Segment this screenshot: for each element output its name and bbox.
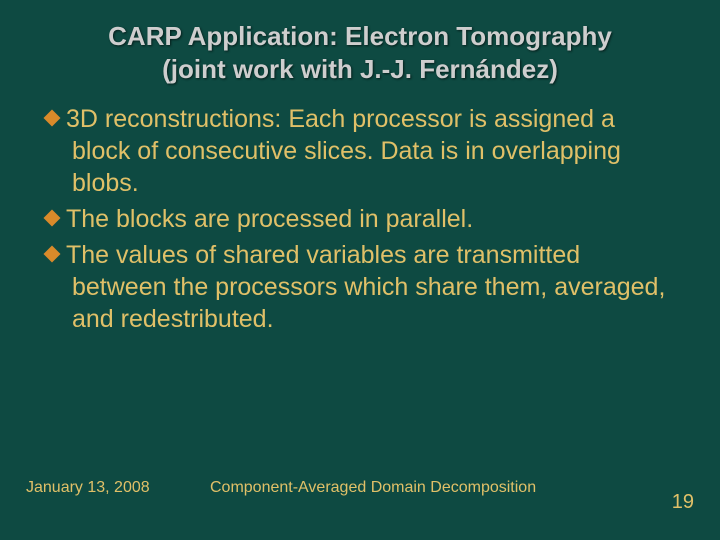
page-number: 19: [672, 490, 694, 515]
bullet-item: 3D reconstructions: Each processor is as…: [46, 103, 674, 199]
footer: January 13, 2008 Component-Averaged Doma…: [0, 478, 720, 526]
diamond-icon: [44, 210, 61, 227]
footer-title: Component-Averaged Domain Decomposition: [210, 478, 550, 498]
slide: CARP Application: Electron Tomography (j…: [0, 0, 720, 540]
bullet-text: The blocks are processed in parallel.: [66, 205, 473, 233]
diamond-icon: [44, 246, 61, 263]
footer-date: January 13, 2008: [26, 478, 186, 498]
title-line-2: (joint work with J.-J. Fernández): [50, 53, 670, 86]
bullet-item: The blocks are processed in parallel.: [46, 203, 674, 235]
title-block: CARP Application: Electron Tomography (j…: [40, 20, 680, 85]
diamond-icon: [44, 110, 61, 127]
bullet-list: 3D reconstructions: Each processor is as…: [40, 103, 680, 335]
title-line-1: CARP Application: Electron Tomography: [50, 20, 670, 53]
bullet-item: The values of shared variables are trans…: [46, 239, 674, 335]
bullet-text: The values of shared variables are trans…: [66, 241, 665, 333]
bullet-text: 3D reconstructions: Each processor is as…: [66, 105, 621, 197]
